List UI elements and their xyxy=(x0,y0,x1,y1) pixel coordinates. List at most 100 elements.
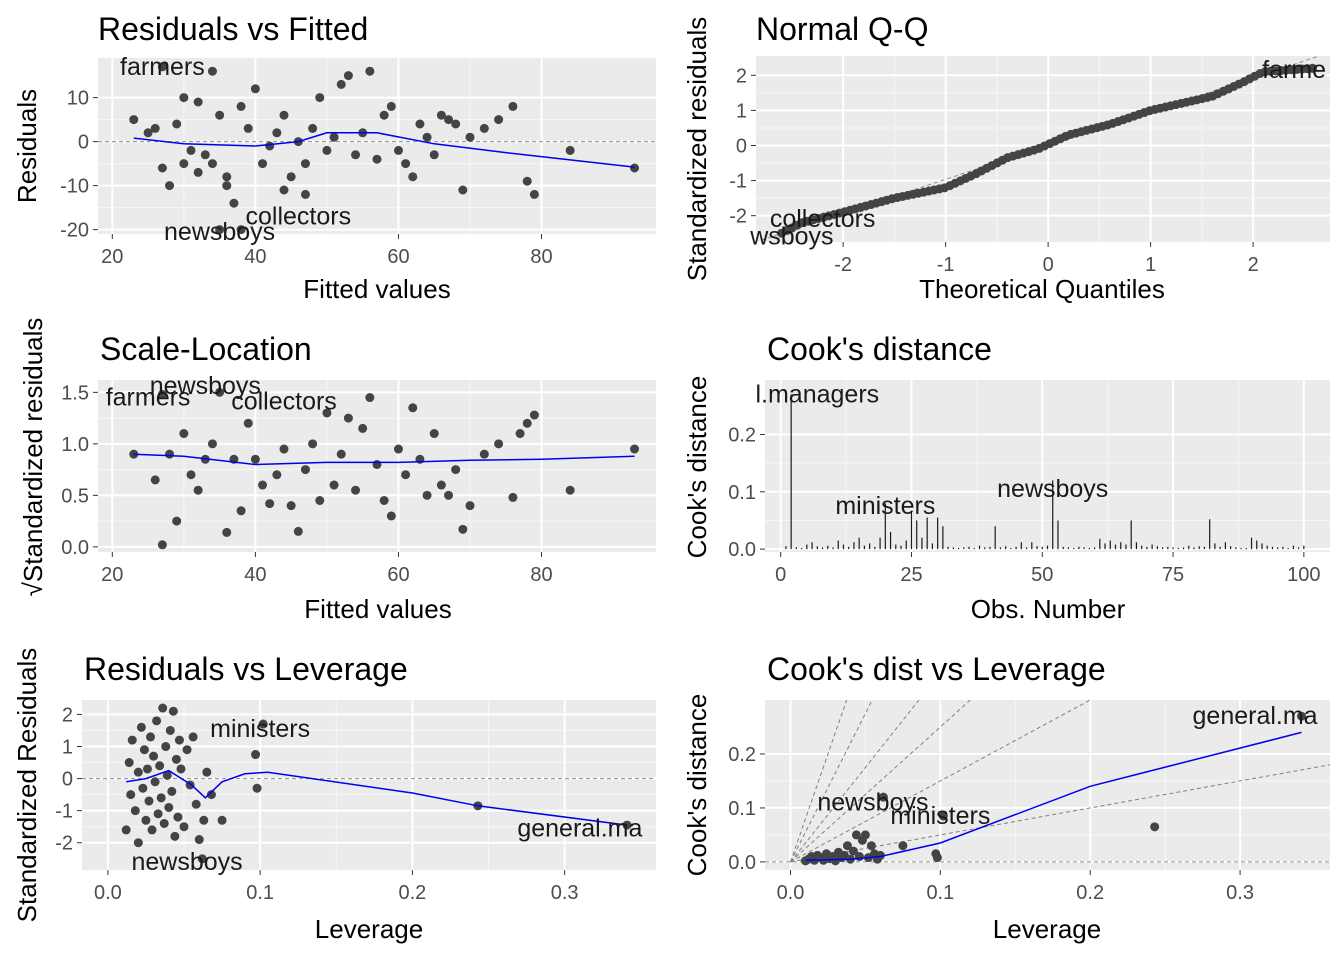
data-point xyxy=(848,846,858,856)
data-point xyxy=(206,790,216,800)
panel-title: Normal Q-Q xyxy=(756,11,928,47)
point-label: newsboys xyxy=(164,218,275,246)
data-point xyxy=(415,119,425,129)
data-point xyxy=(565,145,575,155)
data-point xyxy=(147,825,157,835)
contour-line xyxy=(790,700,972,863)
data-point xyxy=(222,181,232,191)
data-point xyxy=(451,119,461,129)
data-point xyxy=(222,527,232,537)
data-point xyxy=(251,750,261,760)
data-point xyxy=(444,115,454,125)
data-point xyxy=(194,835,204,845)
data-point xyxy=(938,811,948,821)
y-tick-label: 1 xyxy=(736,100,747,122)
panel-5: ministers general.ma newsboys 0.0 0.1 0.2 0.3 -… xyxy=(12,648,656,944)
y-tick-label: -1 xyxy=(729,171,747,193)
data-point xyxy=(458,185,468,195)
point-label: collectors xyxy=(770,205,876,233)
x-tick-label: 0 xyxy=(775,564,786,586)
plot-area xyxy=(98,62,656,234)
data-point xyxy=(300,189,310,199)
x-tick-label: 100 xyxy=(1287,564,1320,586)
x-tick-label: 0.0 xyxy=(777,882,805,904)
data-point xyxy=(217,815,227,825)
y-axis-label: Standardized Residuals xyxy=(12,648,42,923)
data-point xyxy=(200,150,210,160)
data-point xyxy=(124,758,134,768)
data-point xyxy=(451,465,461,475)
qq-point xyxy=(1308,63,1318,73)
plot-area xyxy=(765,700,1330,866)
data-point xyxy=(167,786,177,796)
x-tick-label: 2 xyxy=(1248,254,1259,276)
x-tick-label: 60 xyxy=(387,246,409,268)
data-point xyxy=(165,449,175,459)
x-tick-label: 1 xyxy=(1145,254,1156,276)
y-tick-label: 1.0 xyxy=(61,434,89,456)
data-point xyxy=(401,159,411,169)
data-point xyxy=(494,115,504,125)
point-label: general.ma xyxy=(1193,702,1318,730)
data-point xyxy=(150,475,160,485)
y-tick-label: 0 xyxy=(62,769,73,791)
data-point xyxy=(529,189,539,199)
x-tick-label: 60 xyxy=(387,564,409,586)
data-point xyxy=(878,792,888,802)
y-tick-label: 0.1 xyxy=(728,798,756,820)
data-point xyxy=(308,123,318,133)
y-tick-label: 0 xyxy=(736,135,747,157)
plot-area xyxy=(82,703,656,864)
data-point xyxy=(1297,711,1307,721)
data-point xyxy=(202,767,212,777)
data-point xyxy=(179,93,189,103)
data-point xyxy=(152,716,162,726)
x-tick-label: 75 xyxy=(1162,564,1184,586)
data-point xyxy=(272,470,282,480)
x-axis-label: Obs. Number xyxy=(971,594,1126,624)
y-tick-label: -20 xyxy=(60,220,89,242)
y-tick-label: 2 xyxy=(62,704,73,726)
x-tick-label: 0.3 xyxy=(1226,882,1254,904)
data-point xyxy=(182,745,192,755)
data-point xyxy=(372,459,382,469)
y-tick-label: 0 xyxy=(78,132,89,154)
panel-title: Cook's distance xyxy=(767,331,992,367)
data-point xyxy=(508,492,518,502)
data-point xyxy=(133,838,143,848)
data-point xyxy=(236,506,246,516)
data-point xyxy=(379,110,389,120)
data-point xyxy=(236,225,246,234)
data-point xyxy=(422,490,432,500)
data-point xyxy=(207,439,217,449)
data-point xyxy=(508,101,518,111)
data-point xyxy=(258,480,268,490)
y-tick-label: -1 xyxy=(55,801,73,823)
data-point xyxy=(630,163,640,173)
y-tick-label: -2 xyxy=(55,833,73,855)
data-point xyxy=(515,429,525,439)
y-tick-label: 0.0 xyxy=(728,539,756,561)
smooth-line xyxy=(133,132,635,168)
data-point xyxy=(336,79,346,89)
data-point xyxy=(191,799,201,809)
data-point xyxy=(243,418,253,428)
data-point xyxy=(279,444,289,454)
data-point xyxy=(336,449,346,459)
data-point xyxy=(207,66,217,76)
y-axis-label: Cook's distance xyxy=(682,376,712,559)
data-point xyxy=(165,181,175,191)
data-point xyxy=(272,128,282,138)
data-point xyxy=(479,449,489,459)
data-point xyxy=(129,115,139,125)
data-point xyxy=(343,413,353,423)
data-point xyxy=(358,423,368,433)
data-point xyxy=(258,719,268,729)
data-point xyxy=(279,185,289,195)
data-point xyxy=(170,831,180,841)
y-tick-label: 0.2 xyxy=(728,424,756,446)
data-point xyxy=(851,830,861,840)
point-label: newsboys xyxy=(131,848,242,876)
data-point xyxy=(458,524,468,534)
